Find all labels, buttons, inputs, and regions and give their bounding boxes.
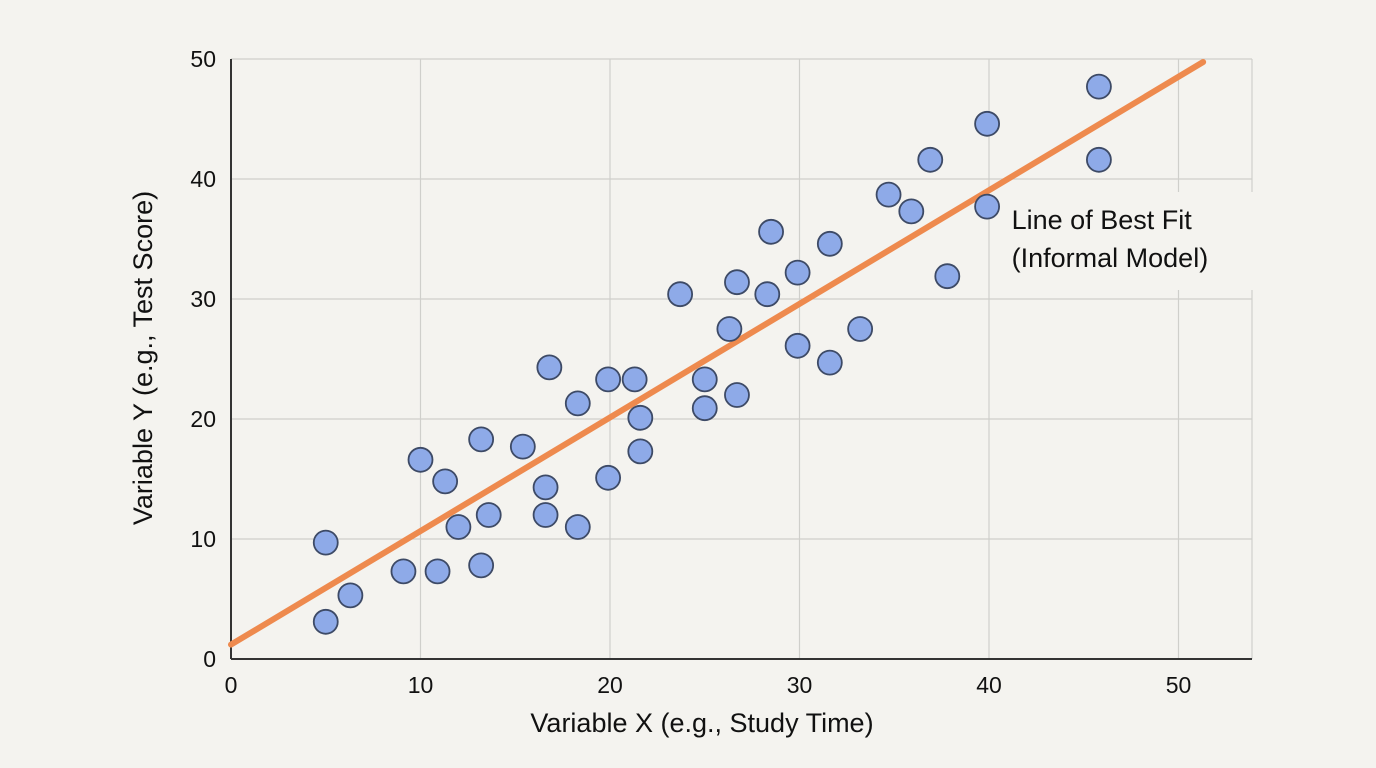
annotation-line: (Informal Model) [1012,243,1209,273]
data-point [468,552,495,579]
data-point [724,269,750,296]
data-point [784,332,811,359]
y-tick-label: 50 [190,46,216,72]
data-point [974,193,1001,220]
x-tick-label: 0 [225,672,238,698]
data-point [627,404,654,431]
data-point [667,281,694,308]
data-point [595,366,622,393]
data-point [424,558,451,585]
data-point [475,502,502,528]
data-points [312,73,1112,635]
data-point [784,259,811,286]
data-point [1086,73,1112,100]
data-point [509,433,536,460]
data-point [390,558,417,585]
x-tick-labels: 0 10 20 30 40 50 [225,672,1192,698]
x-tick-label: 50 [1166,672,1192,698]
axes [230,59,1252,660]
data-point [691,366,718,393]
grid-lines [231,58,1253,659]
data-point [337,582,364,609]
data-point [875,181,902,208]
data-point [934,263,961,290]
y-tick-label: 40 [190,166,216,192]
data-point [564,514,591,540]
data-point [816,349,843,376]
data-point [432,468,459,495]
data-point [621,366,648,393]
data-point [758,218,784,245]
y-tick-label: 10 [190,526,216,552]
data-point [716,316,743,342]
y-tick-label: 30 [190,286,216,312]
data-point [445,514,472,540]
annotation-label: Line of Best Fit (Informal Model) [1012,205,1209,273]
data-point [532,502,559,528]
best-fit-line [228,59,1207,648]
data-point [468,426,495,453]
data-point [847,316,874,342]
annotation-background [1007,192,1264,290]
data-point [816,230,843,257]
data-point [724,382,750,408]
data-point [312,608,339,635]
data-point [312,529,339,556]
data-point [974,110,1001,137]
data-point [917,146,944,173]
data-point [898,198,925,225]
y-tick-label: 20 [190,406,216,432]
data-point [691,395,718,422]
x-tick-label: 20 [597,672,623,698]
data-point [754,281,781,308]
data-point [1086,146,1112,173]
data-point [595,464,622,491]
y-tick-labels: 0 10 20 30 40 50 [190,46,216,672]
x-tick-label: 40 [976,672,1002,698]
data-point [532,474,559,501]
data-point [536,354,563,381]
annotation-line: Line of Best Fit [1012,205,1193,235]
x-axis-title: Variable X (e.g., Study Time) [530,708,873,738]
x-tick-label: 30 [787,672,813,698]
y-axis-title: Variable Y (e.g., Test Score) [128,191,158,525]
y-tick-label: 0 [203,646,216,672]
x-tick-label: 10 [408,672,434,698]
annotation-bg-rect [1007,192,1264,290]
data-point [407,446,434,473]
data-point [564,390,591,417]
data-point [627,438,654,465]
